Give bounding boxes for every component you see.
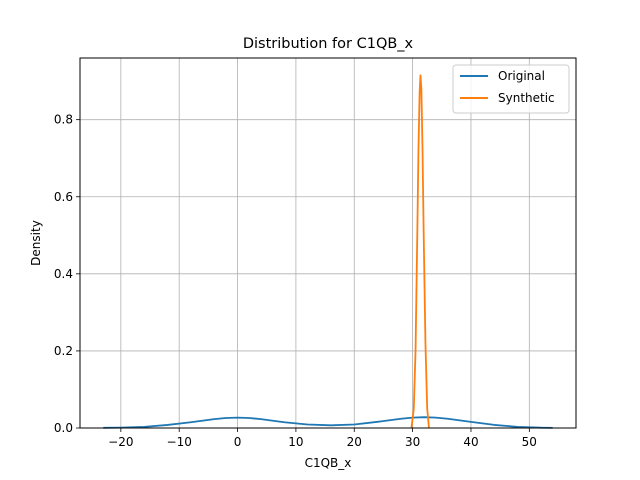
series-line-original [103,416,553,429]
legend: Original Synthetic [452,64,570,114]
y-tick-label: 0.6 [54,190,73,204]
y-tick-label: 0.8 [54,113,73,127]
y-axis-label: Density [29,220,43,266]
y-tick-label: 0.0 [54,421,73,435]
grid [80,58,576,429]
series-group [103,74,553,429]
plot-frame [79,57,577,429]
legend-label-original: Original [498,69,545,83]
x-tick-label: 0 [234,435,242,449]
y-tick-label: 0.4 [54,267,73,281]
x-tick-label: 30 [405,435,420,449]
y-axis-ticks: 0.0 0.2 0.4 0.6 0.8 [54,113,80,435]
x-tick-label: 50 [522,435,537,449]
x-tick-label: −10 [167,435,192,449]
series-line-synthetic [410,74,430,429]
chart-title: Distribution for C1QB_x [243,36,414,52]
x-tick-label: −20 [108,435,133,449]
y-tick-label: 0.2 [54,344,73,358]
x-axis-label: C1QB_x [305,456,352,470]
x-tick-label: 10 [288,435,303,449]
x-axis-ticks: −20 −10 0 10 20 30 40 50 [108,428,537,449]
x-tick-label: 40 [463,435,478,449]
x-tick-label: 20 [347,435,362,449]
legend-label-synthetic: Synthetic [498,91,555,105]
